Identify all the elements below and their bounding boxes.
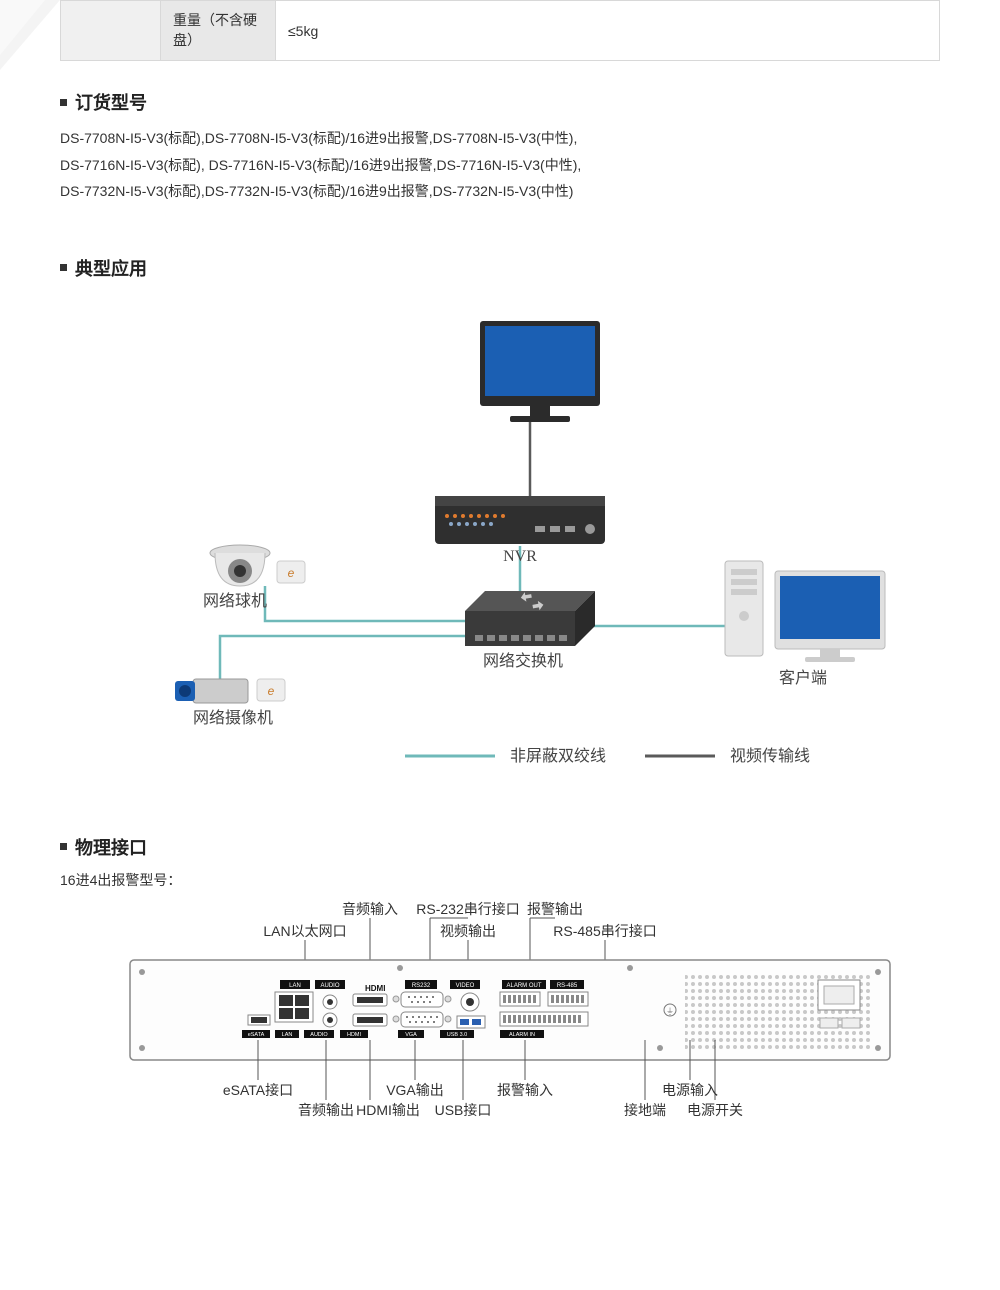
client-label: 客户端 [779, 669, 827, 687]
client-icon [725, 561, 885, 662]
label-hdmi: HDMI输出 [356, 1102, 420, 1118]
svg-text:e: e [268, 684, 275, 698]
section-header-app: 典型应用 [60, 255, 940, 281]
section-title: 物理接口 [75, 834, 147, 860]
label-usb: USB接口 [435, 1102, 492, 1118]
spec-label-cell: 重量（不含硬盘） [161, 1, 276, 61]
phys-subnote: 16进4出报警型号： [60, 870, 940, 890]
svg-text:⏚: ⏚ [666, 1007, 674, 1016]
label-esata: eSATA接口 [223, 1082, 293, 1098]
section-title: 订货型号 [75, 89, 147, 115]
spec-table: 重量（不含硬盘） ≤5kg [60, 0, 940, 61]
nvr-label: NVR [503, 548, 537, 565]
label-vga: VGA输出 [386, 1082, 444, 1098]
monitor-icon [480, 321, 600, 422]
svg-text:LAN: LAN [289, 983, 301, 989]
dome-camera-icon: e [210, 545, 305, 586]
label-video-out: 视频输出 [440, 923, 496, 939]
legend-video: 视频传输线 [730, 747, 810, 765]
label-rs485: RS-485串行接口 [553, 923, 656, 939]
svg-text:RS232: RS232 [412, 983, 431, 989]
label-audio-in: 音频输入 [342, 901, 398, 917]
svg-text:AUDIO: AUDIO [310, 1032, 328, 1038]
rear-panel-diagram: 音频输入 RS-232串行接口 报警输出 LAN以太网口 视频输出 RS-485… [60, 900, 940, 1133]
order-line: DS-7716N-I5-V3(标配), DS-7716N-I5-V3(标配)/1… [60, 152, 940, 179]
spec-blank-cell [61, 1, 161, 61]
bullet-icon [60, 843, 67, 850]
svg-text:AUDIO: AUDIO [320, 983, 339, 989]
label-lan: LAN以太网口 [263, 923, 346, 939]
svg-text:USB 3.0: USB 3.0 [447, 1032, 467, 1038]
topology-diagram: NVR 网络交换机 [60, 301, 940, 774]
table-row: 重量（不含硬盘） ≤5kg [61, 1, 940, 61]
nvr-icon [435, 496, 605, 544]
svg-text:e: e [288, 566, 295, 580]
bullet-icon [60, 99, 67, 106]
svg-text:RS-485: RS-485 [557, 983, 578, 989]
svg-text:VIDEO: VIDEO [456, 983, 475, 989]
switch-icon [465, 589, 595, 646]
bullet-icon [60, 264, 67, 271]
ip-camera-icon: e [175, 679, 285, 703]
order-line: DS-7732N-I5-V3(标配),DS-7732N-I5-V3(标配)/16… [60, 178, 940, 205]
label-power-in: 电源输入 [662, 1082, 718, 1098]
label-rs232: RS-232串行接口 [416, 901, 519, 917]
svg-text:eSATA: eSATA [248, 1032, 265, 1038]
ipcam-label: 网络摄像机 [193, 708, 273, 727]
label-alarm-in: 报警输入 [497, 1082, 553, 1098]
label-power-sw: 电源开关 [687, 1102, 743, 1118]
spec-value-cell: ≤5kg [276, 1, 940, 61]
label-alarm-out: 报警输出 [527, 901, 583, 917]
section-header-order: 订货型号 [60, 89, 940, 115]
page-corner-decoration [0, 0, 60, 70]
svg-text:LAN: LAN [282, 1032, 293, 1038]
label-audio-out: 音频输出 [298, 1102, 354, 1118]
label-ground: 接地端 [624, 1102, 666, 1118]
section-header-phys: 物理接口 [60, 834, 940, 860]
order-line: DS-7708N-I5-V3(标配),DS-7708N-I5-V3(标配)/16… [60, 125, 940, 152]
legend-utp: 非屏蔽双绞线 [510, 747, 606, 765]
svg-text:HDMI: HDMI [365, 984, 385, 993]
dome-label: 网络球机 [203, 591, 267, 610]
svg-text:ALARM IN: ALARM IN [509, 1032, 535, 1038]
svg-text:ALARM OUT: ALARM OUT [506, 983, 541, 989]
svg-text:HDMI: HDMI [347, 1032, 362, 1038]
svg-text:VGA: VGA [405, 1032, 417, 1038]
section-title: 典型应用 [75, 255, 147, 281]
switch-label: 网络交换机 [483, 651, 563, 670]
